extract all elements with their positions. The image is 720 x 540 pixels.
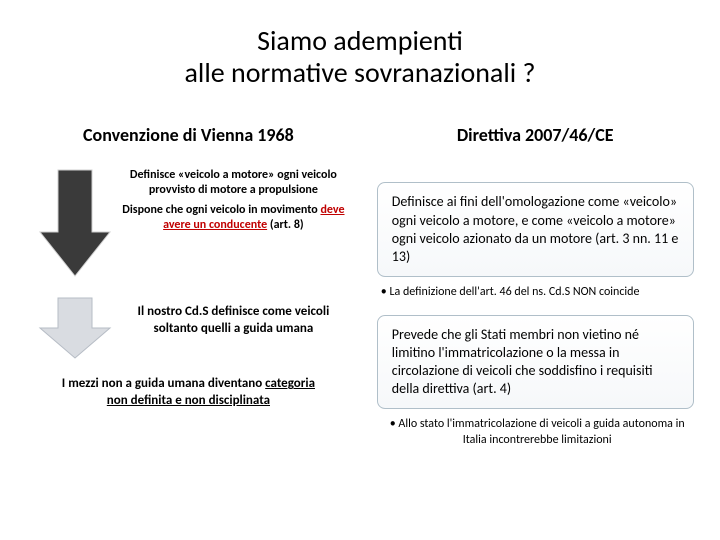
- left-column: Convenzione di Vienna 1968 Definisce «ve…: [30, 124, 347, 462]
- arrow-1-para-2: Dispone che ogni veicolo in movimento de…: [120, 203, 347, 232]
- left-block-2: Il nostro Cd.S definisce come veicoli so…: [120, 304, 347, 337]
- arrow-1-para-1: Definisce «veicolo a motore» ogni veicol…: [120, 168, 347, 197]
- title-line-1: Siamo adempienti: [257, 23, 463, 58]
- box-1: Definisce ai fini dell'omologazione come…: [377, 182, 694, 277]
- left-heading: Convenzione di Vienna 1968: [30, 124, 347, 146]
- bullet-2: • Allo stato l'immatricolazione di veico…: [381, 417, 694, 448]
- columns: Convenzione di Vienna 1968 Definisce «ve…: [30, 124, 690, 462]
- left-block-2-wrap: Il nostro Cd.S definisce come veicoli so…: [120, 294, 347, 337]
- right-column: Direttiva 2007/46/CE Definisce ai fini d…: [377, 124, 694, 462]
- right-heading: Direttiva 2007/46/CE: [377, 124, 694, 146]
- page-title: Siamo adempienti alle normative sovranaz…: [30, 25, 690, 89]
- arrow-1-text: Definisce «veicolo a motore» ogni veicol…: [120, 164, 347, 232]
- arrow-row-2: Il nostro Cd.S definisce come veicoli so…: [30, 294, 347, 364]
- down-arrow-dark-icon: [30, 164, 120, 282]
- left-block-3: I mezzi non a guida umana diventano cate…: [50, 376, 327, 409]
- box-2: Prevede che gli Stati membri non vietino…: [377, 315, 694, 410]
- title-line-2: alle normative sovranazionali ?: [184, 55, 535, 90]
- bullet-1: • La definizione dell'art. 46 del ns. Cd…: [381, 285, 694, 301]
- arrow-row-1: Definisce «veicolo a motore» ogni veicol…: [30, 164, 347, 282]
- down-arrow-light-icon: [30, 294, 120, 364]
